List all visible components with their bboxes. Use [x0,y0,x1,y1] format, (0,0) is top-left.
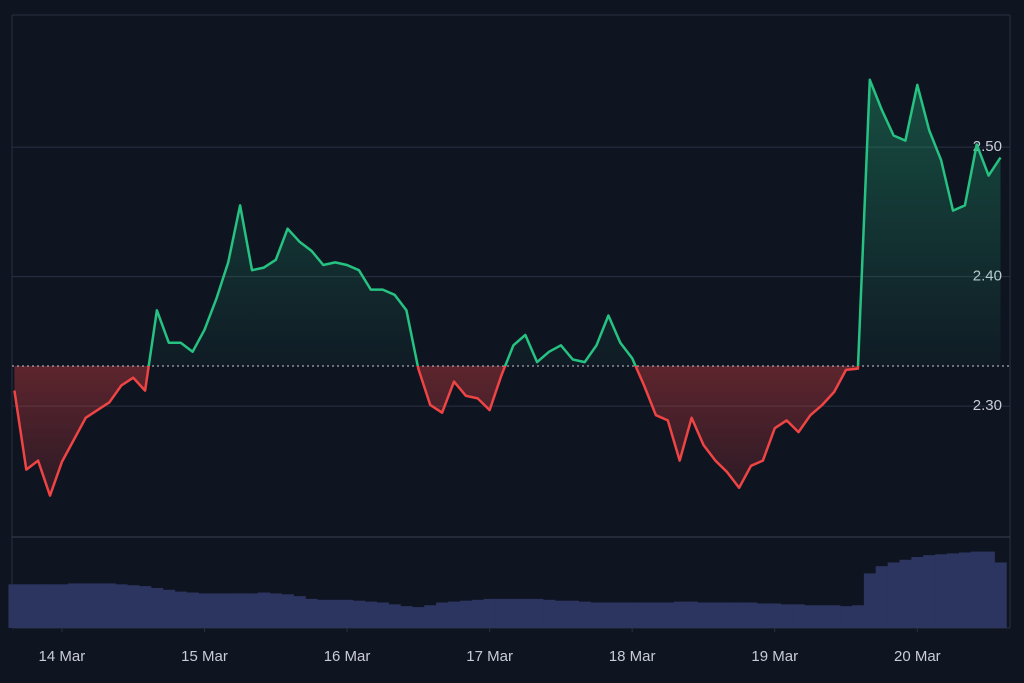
volume-bar [234,593,247,628]
volume-bar [970,551,983,628]
volume-bar [471,599,484,628]
x-tick-label: 19 Mar [751,648,798,665]
volume-bar [317,599,330,628]
volume-bar [329,599,342,628]
volume-bar [543,599,556,628]
x-tick-label: 16 Mar [324,648,371,665]
volume-bar [638,602,651,628]
volume-bar [840,606,853,628]
volume-bar [590,602,603,628]
volume-bar [352,600,366,628]
price-line [13,78,1002,497]
volume-bar [816,605,829,628]
volume-bar [792,604,805,628]
volume-bar [745,602,758,628]
volume-bar [602,602,615,628]
volume-bar [578,601,591,628]
baseline-area [14,79,1001,496]
volume-bar [804,605,817,628]
volume-bar [186,592,199,628]
volume-bar [412,607,425,628]
volume-bar [899,559,912,628]
volume-bar [341,599,354,628]
volume-bar [697,602,710,628]
volume-bar [828,605,841,628]
volume-bar [459,600,473,628]
volume-bar [198,593,211,628]
volume-bar [566,600,580,628]
volume-bar [20,584,33,628]
y-tick-label: 2.30 [973,397,1002,414]
x-tick-label: 20 Mar [894,648,941,665]
volume-bar [614,602,627,628]
volume-bar [222,593,235,628]
volume-bar [709,602,722,628]
volume-bar [756,603,770,628]
volume-bar [436,602,449,628]
volume-bar [958,552,972,628]
volume-bar [483,598,496,628]
volume-bar [8,584,21,628]
volume-bar [400,606,413,628]
volume-bar [994,562,1007,628]
x-tick-label: 18 Mar [609,648,656,665]
x-tick-label: 14 Mar [39,648,86,665]
volume-bar [388,604,401,628]
x-tick-label: 17 Mar [466,648,513,665]
x-tick-label: 15 Mar [181,648,228,665]
volume-bar [162,589,176,628]
volume-bar [982,551,995,628]
volume-bar [887,562,900,628]
volume-bar [257,592,271,628]
volume-bar [32,584,45,628]
volume-bar [554,600,568,628]
volume-bar [246,593,259,628]
volume-bar [923,555,936,628]
volume-bar [174,591,187,628]
volume-bar [424,605,437,628]
volume-bar [519,598,532,628]
volume-bar [91,583,104,628]
volume-bar [151,587,164,628]
volume-bar [685,601,698,628]
volume-bar [863,573,877,628]
volume-bar [531,598,544,628]
volume-bar [127,585,140,628]
volume-bar [768,603,781,628]
volume-bar [115,584,128,628]
volume-bar [448,601,461,628]
volume-bar [305,598,318,628]
volume-bar [44,584,57,628]
volume-bar [661,602,675,628]
volume-bar [507,598,520,628]
volume-bar [139,586,152,628]
volume-bar [376,602,389,628]
volume-bar [103,583,116,628]
volume-bar [911,557,924,628]
volume-bar [733,602,746,628]
volume-bar [947,553,960,628]
volume-bar [626,602,639,628]
volume-bar [269,593,282,628]
volume-bar [364,601,378,628]
volume-bar [935,554,948,628]
volume-bar [79,583,92,628]
volume-bar [495,598,508,628]
volume-bar [780,604,793,628]
volume-bar [281,594,294,628]
volume-bar [67,583,81,628]
volume-bar [673,601,686,628]
volume-bar [875,566,888,628]
volume-bar [851,605,865,628]
volume-bar [55,584,69,628]
volume-bar [293,596,306,628]
volume-bar [210,593,223,628]
volume-bar [721,602,734,628]
volume-bar [650,602,663,628]
